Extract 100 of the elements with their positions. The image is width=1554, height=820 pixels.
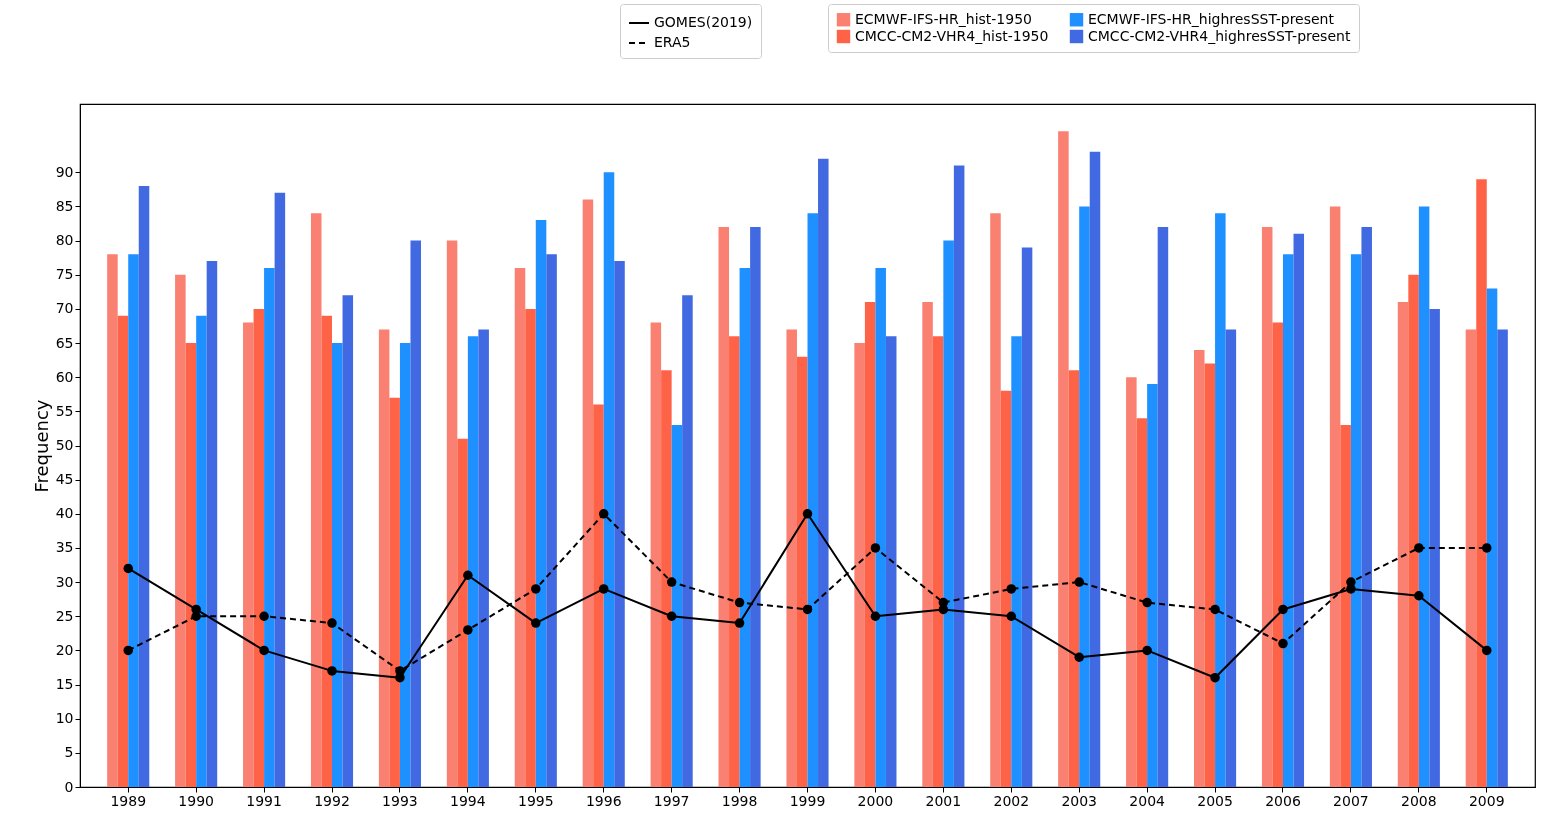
point <box>1482 645 1492 656</box>
bar <box>321 315 333 787</box>
point <box>1074 652 1084 662</box>
x-tick-label: 2004 <box>1129 792 1166 809</box>
bar <box>1350 254 1362 787</box>
point <box>802 509 813 519</box>
point <box>531 618 541 628</box>
bar <box>274 192 286 787</box>
x-tick-label: 1997 <box>653 792 690 809</box>
bar <box>535 220 547 787</box>
bar <box>614 261 625 787</box>
bar <box>1486 288 1498 787</box>
x-tick-label: 2009 <box>1468 792 1505 809</box>
legend-label: ERA5 <box>654 34 691 50</box>
x-tick-label: 1993 <box>382 792 418 809</box>
y-tick-label: 45 <box>55 471 74 488</box>
bar <box>457 438 468 787</box>
point <box>734 597 745 608</box>
bar <box>671 425 683 787</box>
point <box>1414 591 1424 601</box>
point <box>1210 672 1220 683</box>
bar <box>593 404 604 787</box>
legend-label: GOMES(2019) <box>654 14 753 30</box>
x-tick-label: 1999 <box>789 792 826 809</box>
legend-label: CMCC-CM2-VHR4_highresSST-present <box>1088 27 1351 44</box>
bar <box>1204 363 1216 787</box>
x-tick-label: 1995 <box>517 792 554 809</box>
bar <box>1021 247 1033 787</box>
bar <box>478 329 489 787</box>
bar <box>1079 206 1090 787</box>
bar <box>1282 254 1294 787</box>
bar <box>1147 384 1158 787</box>
legend-label: ECMWF-IFS-HR_highresSST-present <box>1088 10 1335 27</box>
y-tick-label: 40 <box>55 505 74 522</box>
bar <box>682 295 693 787</box>
bar <box>410 240 421 787</box>
y-tick-label: 90 <box>55 163 74 180</box>
point <box>802 604 813 615</box>
y-tick-label: 5 <box>64 744 74 761</box>
y-tick-label: 20 <box>55 641 74 658</box>
bar <box>1068 370 1080 787</box>
bar <box>467 336 479 787</box>
y-tick-label: 75 <box>55 266 74 283</box>
y-tick-label: 10 <box>55 710 74 727</box>
y-axis-title: Frequency <box>30 399 52 493</box>
point <box>123 645 133 656</box>
x-tick-label: 2001 <box>925 792 962 809</box>
point <box>531 584 541 594</box>
bar <box>1361 226 1372 787</box>
bar <box>1261 226 1273 787</box>
y-tick-label: 15 <box>55 676 74 693</box>
bar <box>514 267 526 787</box>
x-tick-label: 2008 <box>1401 792 1437 809</box>
y-tick-label: 65 <box>55 334 74 351</box>
x-tick-label: 2000 <box>857 792 894 809</box>
bar <box>1418 206 1430 787</box>
x-tick-label: 2002 <box>993 792 1030 809</box>
bar <box>953 165 965 787</box>
bar <box>128 254 139 787</box>
bar <box>603 172 615 787</box>
x-tick-label: 1989 <box>110 792 147 809</box>
bar <box>818 158 829 787</box>
legend-label: CMCC-CM2-VHR4_hist-1950 <box>855 27 1049 44</box>
bar <box>796 356 808 787</box>
y-tick-label: 30 <box>55 573 74 590</box>
point <box>666 611 677 621</box>
point <box>327 618 337 628</box>
bar <box>332 343 343 787</box>
point <box>1142 597 1152 608</box>
bar <box>138 185 150 787</box>
bar <box>718 226 730 787</box>
point <box>1074 577 1084 587</box>
bar <box>1465 329 1477 787</box>
point <box>1278 638 1288 649</box>
bar <box>650 322 662 787</box>
bar <box>807 213 819 787</box>
bar <box>1272 322 1283 787</box>
point <box>1006 611 1017 621</box>
point <box>395 666 405 676</box>
y-tick-label: 50 <box>55 437 74 453</box>
y-tick-label: 70 <box>55 300 74 317</box>
bar <box>1136 418 1148 787</box>
bar <box>389 397 400 787</box>
point <box>1278 604 1288 615</box>
bar <box>786 329 797 787</box>
bar <box>1397 302 1409 787</box>
y-tick-label: 0 <box>64 778 74 795</box>
bar <box>1126 377 1137 787</box>
y-tick-label: 60 <box>55 368 74 385</box>
x-tick-label: 2006 <box>1265 792 1301 809</box>
y-tick-label: 25 <box>55 607 74 624</box>
bar <box>1089 151 1101 787</box>
point <box>598 509 609 519</box>
bar <box>525 308 536 787</box>
y-tick-label: 85 <box>55 197 74 214</box>
bar <box>185 343 197 787</box>
bar <box>1329 206 1341 787</box>
bar <box>546 254 557 787</box>
point <box>1006 584 1017 594</box>
y-tick-label: 35 <box>55 539 74 556</box>
